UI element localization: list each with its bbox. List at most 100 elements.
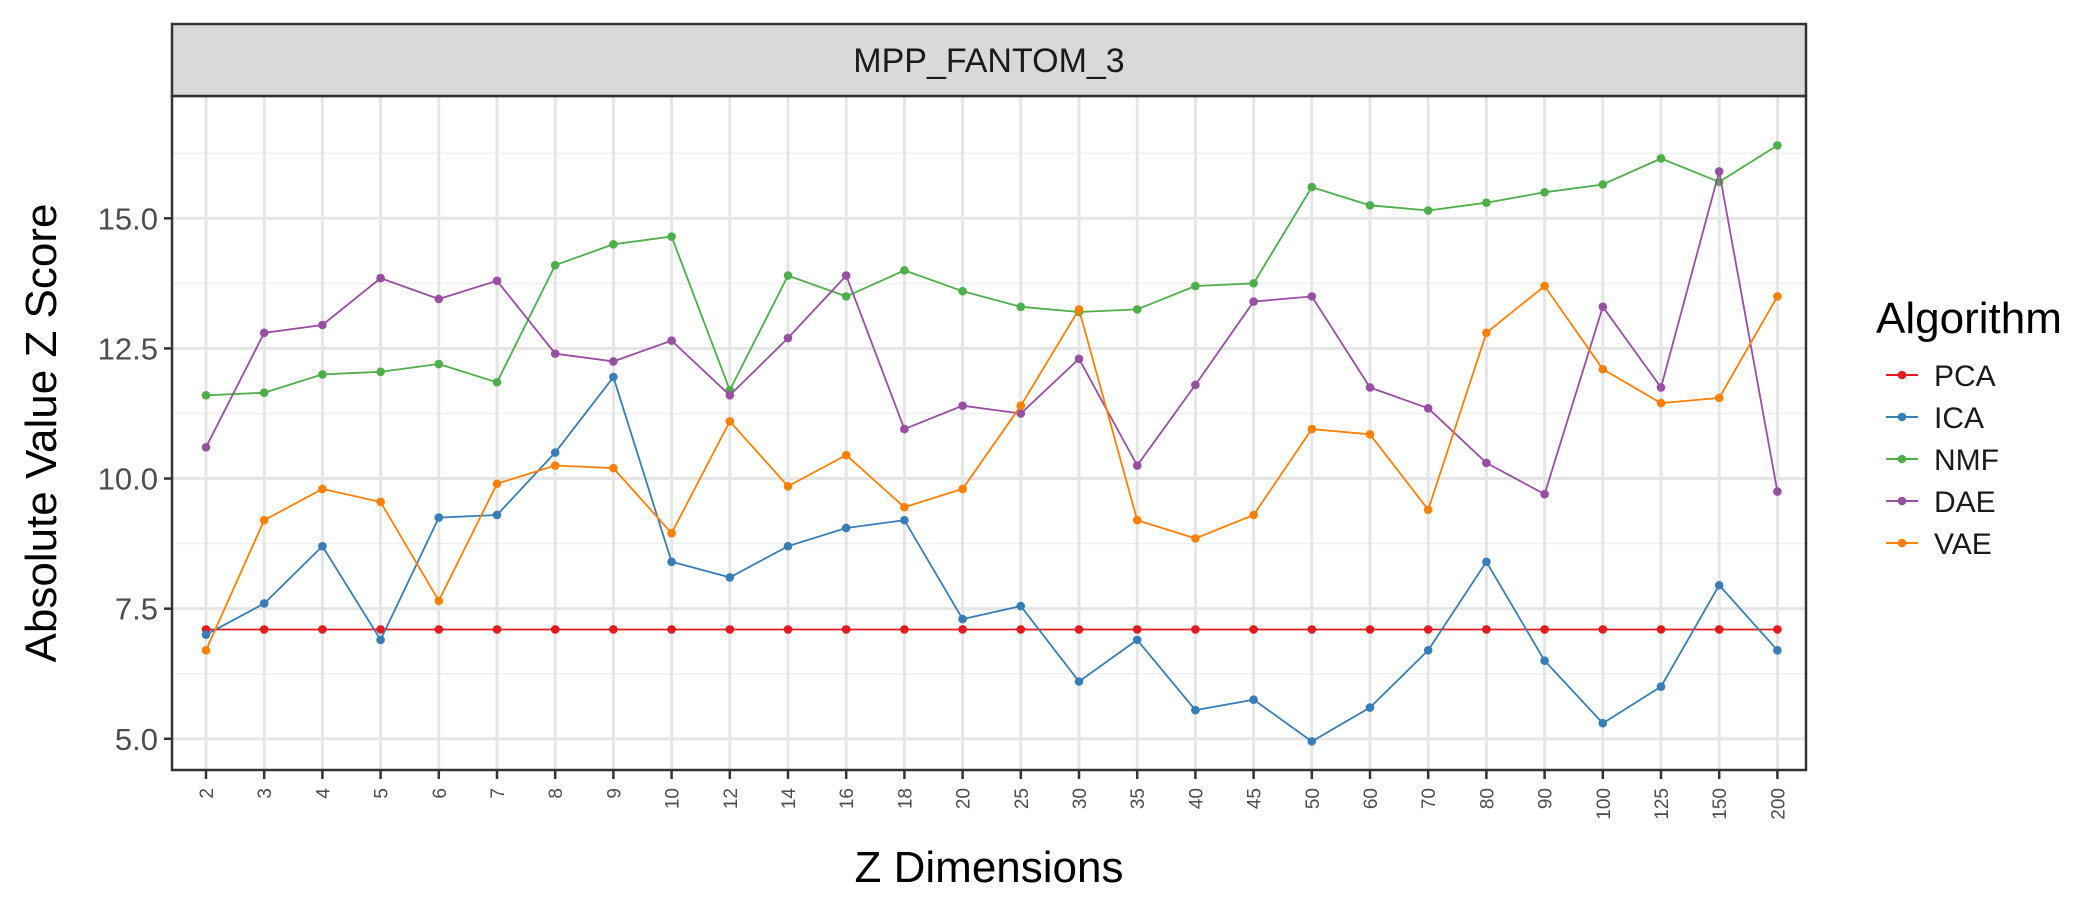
y-tick-label: 7.5 — [115, 592, 158, 627]
data-point-dae — [667, 336, 676, 345]
x-tick-label: 90 — [1536, 788, 1557, 809]
data-point-nmf — [1307, 182, 1317, 192]
x-tick-label: 6 — [430, 788, 451, 799]
data-point-vae — [1773, 292, 1782, 301]
data-point-dae — [259, 328, 269, 338]
series-pca — [201, 625, 1782, 634]
data-point-dae — [1132, 461, 1142, 470]
x-tick-label: 3 — [255, 788, 276, 799]
legend-label-nmf: NMF — [1934, 444, 1999, 477]
x-tick-label: 45 — [1245, 788, 1266, 809]
legend-key-point — [1897, 412, 1907, 422]
legend-key-point — [1897, 496, 1907, 506]
data-point-nmf — [1249, 279, 1258, 288]
data-point-dae — [609, 357, 618, 366]
data-point-vae — [1714, 393, 1724, 403]
data-point-dae — [492, 276, 502, 286]
facet-strip — [170, 22, 1808, 98]
y-tick-label: 12.5 — [98, 331, 158, 366]
data-point-pca — [1656, 625, 1666, 634]
data-point-ica — [259, 599, 269, 608]
data-point-nmf — [1423, 206, 1433, 215]
data-point-pca — [1132, 625, 1142, 634]
data-point-vae — [259, 515, 269, 525]
legend-item-nmf: NMF — [1886, 444, 1999, 477]
series-line-ica — [205, 375, 1779, 743]
data-point-pca — [783, 625, 793, 634]
data-point-ica — [667, 557, 676, 567]
data-point-vae — [1249, 510, 1258, 520]
data-point-vae — [1598, 364, 1608, 374]
data-point-ica — [1773, 645, 1782, 655]
data-point-pca — [841, 625, 851, 634]
y-tick-label: 15.0 — [98, 201, 158, 236]
data-point-pca — [1540, 625, 1549, 634]
data-point-pca — [1714, 625, 1724, 634]
data-point-dae — [550, 349, 560, 358]
data-point-vae — [783, 482, 793, 491]
data-point-nmf — [1191, 281, 1200, 291]
data-point-dae — [783, 333, 793, 343]
data-point-ica — [1307, 737, 1317, 746]
data-point-nmf — [1016, 302, 1026, 312]
data-point-dae — [725, 390, 735, 400]
data-point-dae — [1365, 383, 1375, 392]
data-point-ica — [841, 523, 851, 533]
x-tick-label: 7 — [488, 788, 509, 799]
data-point-vae — [667, 528, 676, 538]
data-point-vae — [958, 484, 967, 494]
data-point-dae — [958, 401, 967, 410]
series-nmf — [201, 141, 1782, 400]
x-tick-label: 14 — [779, 788, 800, 810]
data-point-ica — [492, 510, 502, 520]
data-point-pca — [550, 625, 560, 634]
data-point-vae — [1365, 430, 1375, 439]
series-ica — [201, 372, 1782, 746]
data-point-nmf — [434, 359, 444, 369]
data-point-nmf — [1482, 198, 1491, 207]
data-point-vae — [201, 645, 211, 655]
x-tick-label: 60 — [1361, 788, 1382, 809]
legend-item-pca: PCA — [1886, 360, 1996, 393]
data-point-pca — [1598, 625, 1608, 634]
data-point-ica — [1656, 682, 1666, 692]
data-point-vae — [492, 479, 502, 489]
data-point-dae — [900, 424, 909, 434]
x-tick-label: 100 — [1594, 788, 1615, 820]
data-point-vae — [1307, 424, 1317, 434]
data-point-pca — [1482, 625, 1491, 634]
data-point-dae — [434, 294, 444, 304]
data-point-vae — [434, 596, 444, 606]
x-tick-label: 40 — [1186, 788, 1207, 809]
data-point-nmf — [783, 271, 793, 280]
data-point-pca — [434, 625, 444, 634]
data-point-nmf — [900, 266, 909, 275]
x-tick-label: 80 — [1477, 788, 1498, 809]
data-point-dae — [1423, 403, 1433, 413]
legend-item-vae: VAE — [1886, 528, 1992, 561]
x-tick-label: 9 — [604, 788, 625, 799]
grid-major — [172, 96, 1806, 770]
y-tick-label: 5.0 — [115, 722, 158, 757]
data-point-vae — [1656, 398, 1666, 408]
data-point-dae — [1540, 489, 1549, 499]
data-point-dae — [1016, 409, 1026, 418]
data-point-ica — [1249, 695, 1258, 705]
data-point-ica — [550, 448, 560, 457]
data-point-ica — [609, 372, 618, 382]
data-point-vae — [1074, 305, 1084, 314]
data-point-nmf — [1656, 154, 1666, 163]
data-point-nmf — [318, 370, 327, 379]
x-tick-label: 150 — [1710, 788, 1731, 820]
data-point-pca — [1016, 625, 1026, 634]
legend: Algorithm PCA ICA NMF DAE VAE — [1876, 294, 2062, 561]
data-point-pca — [492, 625, 502, 634]
data-point-dae — [318, 320, 327, 330]
data-point-dae — [1598, 302, 1608, 312]
data-point-dae — [1307, 292, 1317, 301]
data-point-pca — [259, 625, 269, 634]
x-tick-label: 5 — [372, 788, 393, 799]
y-axis: 5.0 7.5 10.0 12.5 15.0 — [98, 201, 172, 757]
data-point-pca — [1191, 625, 1200, 634]
y-tick-label: 10.0 — [98, 462, 158, 497]
